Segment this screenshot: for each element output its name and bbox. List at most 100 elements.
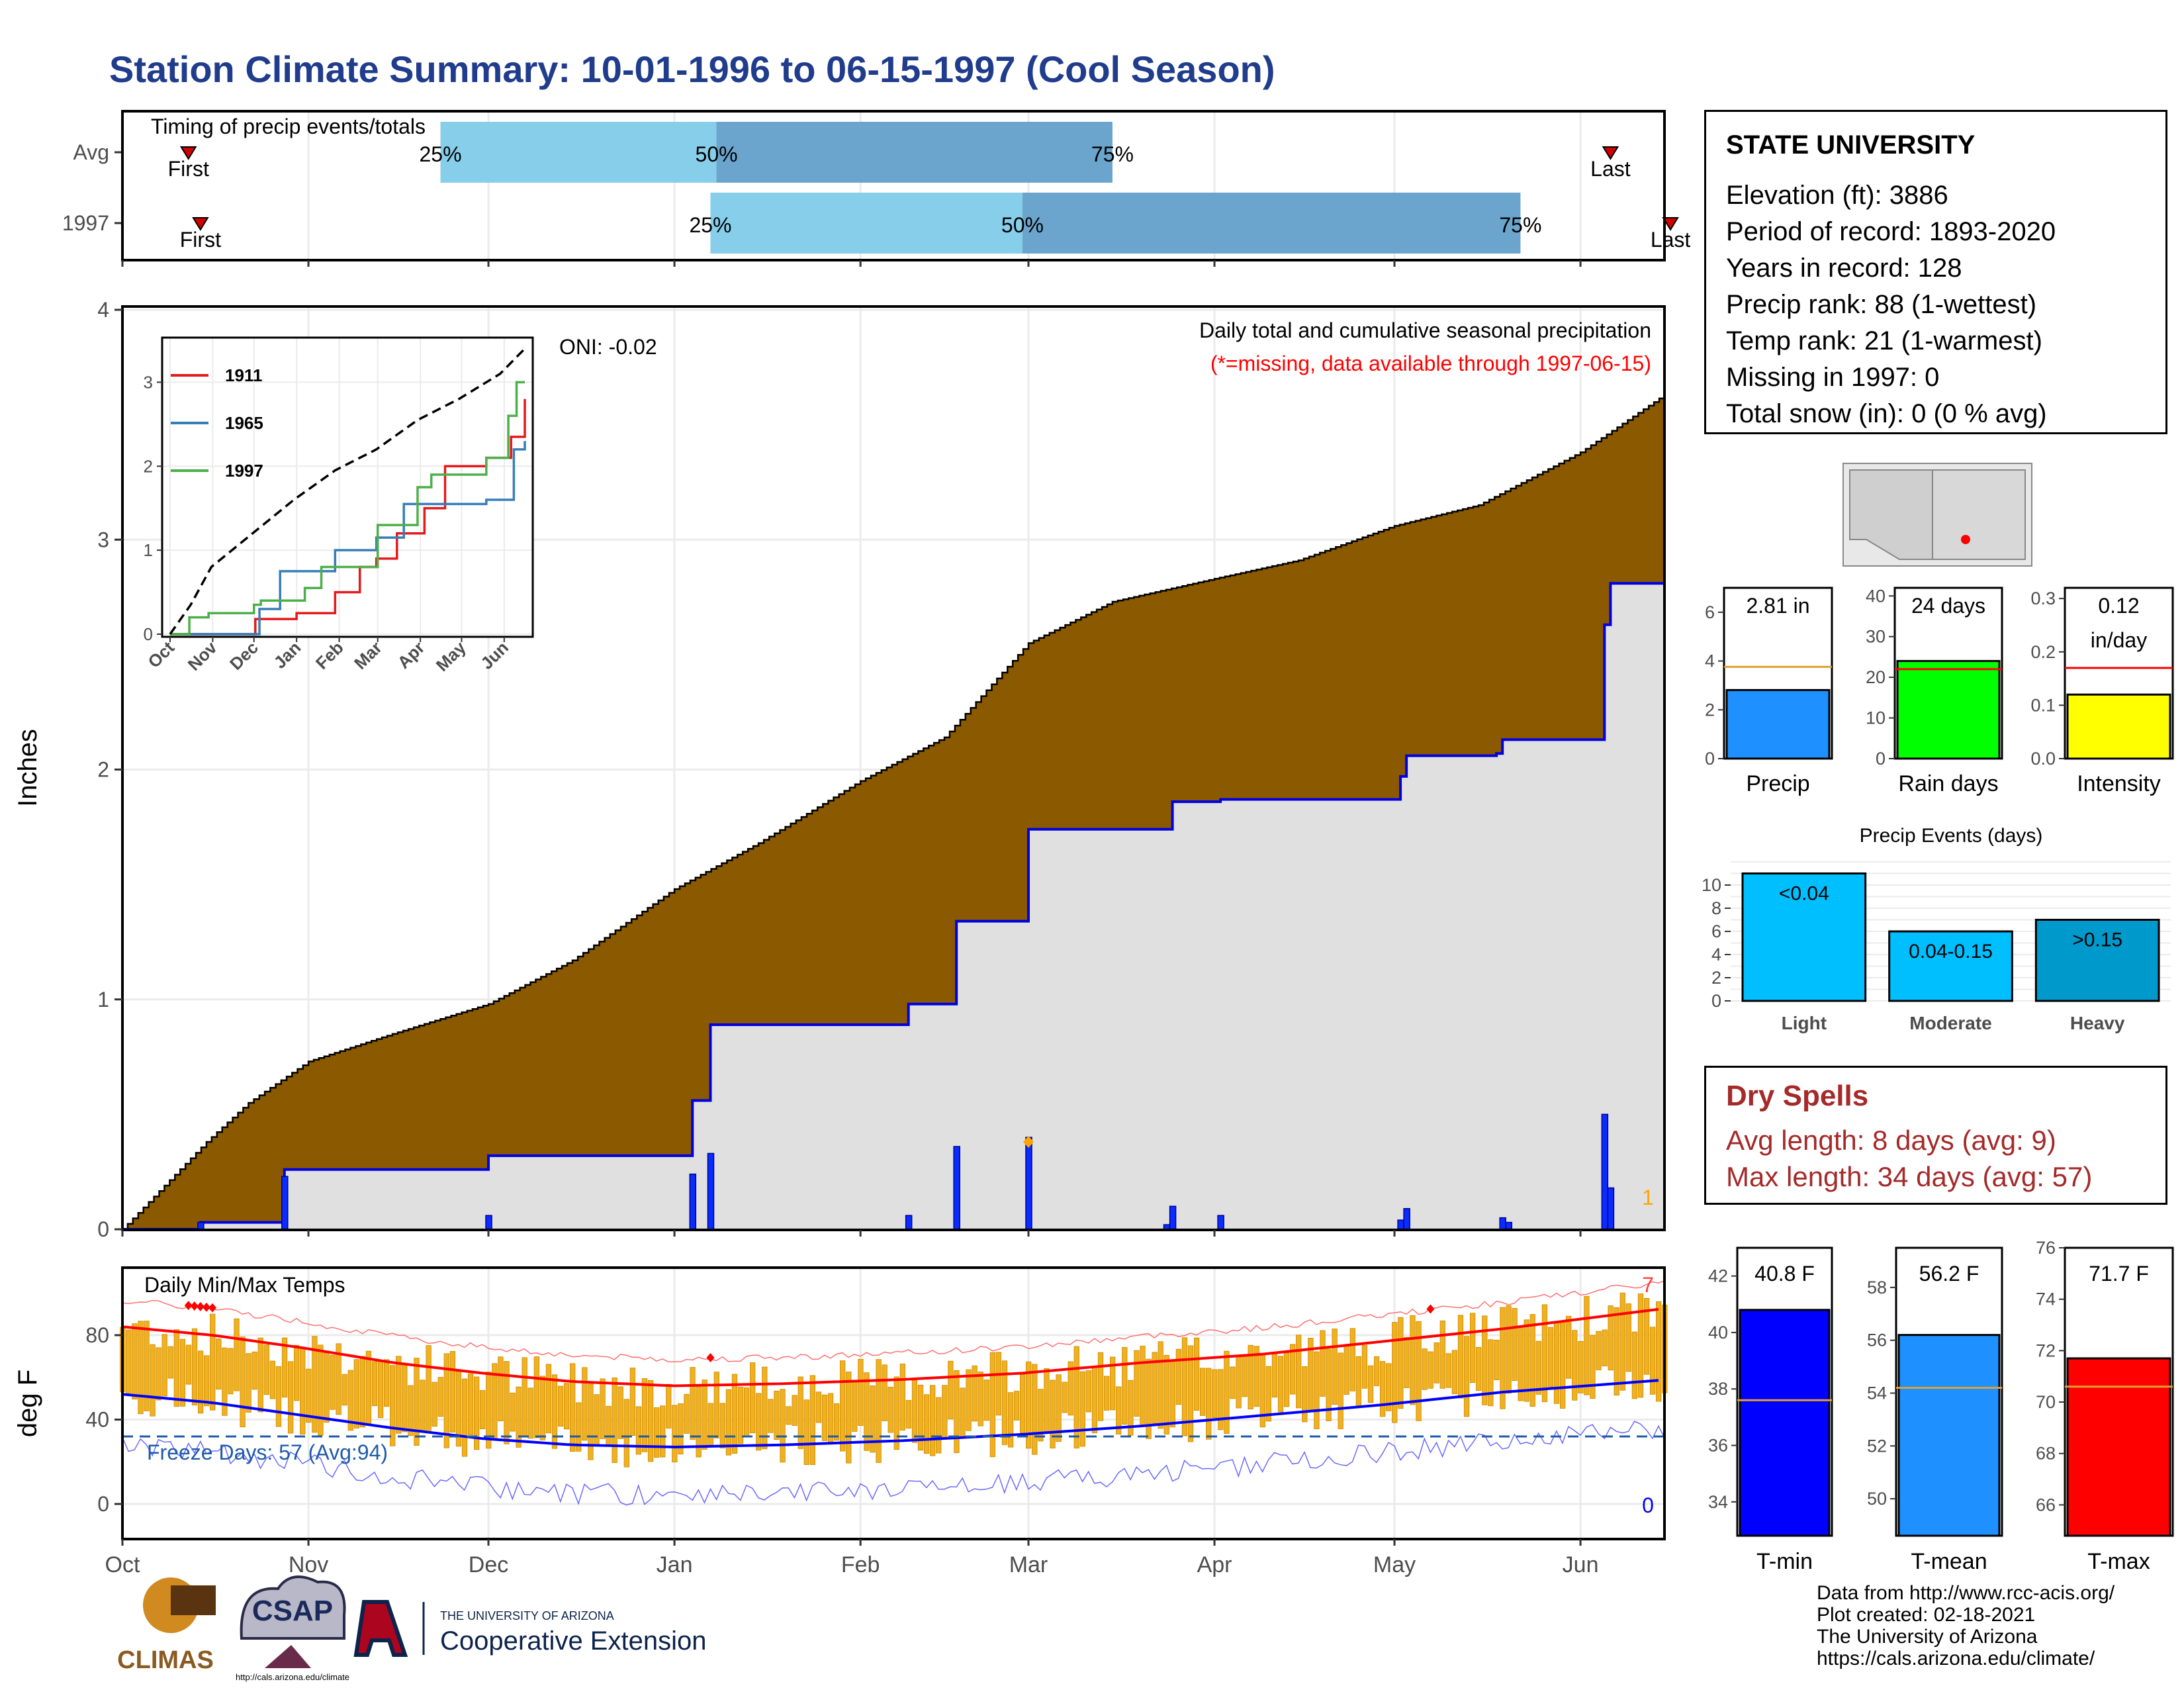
temps-y-tick-label: 40 — [85, 1408, 109, 1432]
daily-temp-bar — [1169, 1360, 1175, 1428]
daily-temp-bar — [1277, 1356, 1284, 1413]
timing-quartile-label: 25% — [689, 213, 731, 237]
daily-temp-bar — [876, 1359, 882, 1463]
daily-temp-bar — [396, 1356, 402, 1434]
inset-y-tick-label: 1 — [144, 540, 153, 560]
ua-logo-big-text: Cooperative Extension — [440, 1626, 706, 1656]
record-high-marker — [184, 1301, 193, 1311]
daily-temp-bar — [797, 1376, 803, 1449]
daily-temp-bar — [1332, 1329, 1338, 1405]
temps-y-axis-label: deg F — [13, 1370, 42, 1437]
timing-bar-q50-q75 — [1022, 193, 1521, 254]
daily-temp-bar — [1146, 1358, 1152, 1439]
daily-temp-bar — [1578, 1340, 1584, 1393]
daily-temp-bar — [1422, 1348, 1428, 1390]
daily-temp-bar — [666, 1383, 672, 1429]
daily-temp-bar — [780, 1389, 786, 1463]
precip-summary-y-tick-label: 0 — [1876, 749, 1886, 769]
daily-temp-bar — [1512, 1308, 1518, 1381]
temps-frame — [121, 1266, 1666, 1540]
daily-temp-bar — [281, 1337, 288, 1398]
inset-plot-bg — [162, 338, 533, 637]
daily-temp-bar — [1649, 1327, 1656, 1395]
station-elevation: Elevation (ft): 3886 — [1726, 181, 1948, 210]
daily-temp-bar — [750, 1362, 756, 1433]
daily-temp-bar — [167, 1346, 173, 1379]
events-category-label: Moderate — [1909, 1013, 1991, 1033]
daily-temp-bar — [1500, 1307, 1506, 1409]
daily-temp-bar — [1404, 1336, 1410, 1388]
daily-precip-bar — [485, 1215, 492, 1230]
temp-summary-chart: 34 36 38 40 42 40.8 F T-min 50 52 54 56 58 56.2 F T-m… — [1708, 1238, 2174, 1574]
climas-logo-text: CLIMAS — [117, 1646, 214, 1674]
temp-summary-y-tick-label: 40 — [1708, 1323, 1728, 1342]
precip-summary-y-tick-label: 6 — [1705, 602, 1715, 622]
daily-temp-bar — [1152, 1352, 1158, 1424]
temp-summary-value-label: 40.8 F — [1754, 1262, 1815, 1286]
precip-summary-category-label: Precip — [1746, 771, 1809, 796]
inset-legend-label: 1997 — [225, 461, 263, 481]
daily-temp-bar — [1349, 1328, 1355, 1391]
daily-temp-bar — [1224, 1350, 1230, 1434]
station-missing: Missing in 1997: 0 — [1726, 363, 1940, 392]
daily-precip-bar — [197, 1221, 205, 1230]
temps-x-tick-label: Feb — [841, 1552, 880, 1577]
temp-summary-y-tick-label: 50 — [1867, 1489, 1887, 1509]
daily-temp-bar — [1158, 1341, 1163, 1429]
daily-temp-bar — [228, 1348, 234, 1395]
daily-temp-bar — [1230, 1366, 1236, 1399]
daily-temp-bar — [204, 1355, 210, 1407]
precip-summary-y-tick-label: 0.2 — [2030, 642, 2056, 662]
station-name: STATE UNIVERSITY — [1726, 130, 1976, 160]
daily-temp-bar — [1553, 1321, 1560, 1404]
daily-precip-bar — [1025, 1137, 1032, 1230]
inset-frame — [161, 336, 534, 638]
cumulative-1997-line — [122, 582, 1664, 1231]
events-category-label: Light — [1782, 1013, 1827, 1033]
daily-temp-bar — [887, 1387, 893, 1433]
daily-temp-bar — [191, 1328, 198, 1406]
daily-temp-bar — [774, 1390, 780, 1440]
ua-block-a-icon — [353, 1600, 408, 1657]
daily-temp-bar — [1193, 1337, 1200, 1411]
daily-precip-bar — [1601, 1113, 1609, 1230]
daily-temp-bar — [1596, 1331, 1602, 1370]
temp-summary-y-tick-label: 34 — [1708, 1492, 1728, 1512]
temp-summary-y-tick-label: 74 — [2036, 1289, 2056, 1309]
daily-temp-bar — [1355, 1356, 1362, 1407]
station-precip-rank: Precip rank: 88 (1-wettest) — [1726, 290, 2037, 319]
daily-precip-bar — [1403, 1207, 1410, 1230]
record-high-marker — [706, 1353, 715, 1362]
temps-x-tick-label: May — [1373, 1552, 1416, 1577]
last-event-label: Last — [1651, 228, 1691, 252]
daily-temp-bar — [173, 1329, 179, 1407]
oni-label: ONI: -0.02 — [559, 335, 657, 359]
daily-temp-bar — [882, 1364, 887, 1421]
daily-temp-bar — [1140, 1346, 1146, 1427]
precip-summary-value-label-unit: in/day — [2091, 628, 2147, 652]
record-high-marker — [196, 1301, 205, 1311]
inset-y-tick-label: 0 — [144, 624, 153, 644]
inset-legend-label: 1911 — [225, 365, 262, 385]
daily-temp-bar — [527, 1387, 533, 1439]
daily-temp-bar — [1097, 1352, 1104, 1421]
daily-temp-bar — [341, 1374, 347, 1406]
daily-temp-bar — [306, 1368, 312, 1423]
daily-temp-bar — [762, 1366, 768, 1450]
daily-temp-bar — [690, 1367, 696, 1440]
daily-temp-bar — [840, 1360, 846, 1452]
events-y-tick-label: 8 — [1711, 898, 1721, 918]
daily-temp-bar — [1283, 1352, 1290, 1407]
daily-temp-bar — [1326, 1348, 1332, 1421]
temps-y-tick-label: 0 — [97, 1492, 109, 1516]
precip-summary-bar — [1725, 688, 1831, 760]
daily-temp-bar — [1085, 1370, 1092, 1413]
daily-temp-bar — [1013, 1391, 1020, 1421]
precip-y-axis-label: Inches — [13, 729, 42, 807]
record-high-marker — [208, 1303, 216, 1313]
daily-precip-bar — [707, 1152, 715, 1230]
daily-temp-bar — [1068, 1361, 1073, 1416]
daily-temp-bar — [179, 1338, 186, 1407]
events-y-tick-label: 2 — [1711, 968, 1721, 988]
daily-temp-bar — [756, 1393, 762, 1451]
